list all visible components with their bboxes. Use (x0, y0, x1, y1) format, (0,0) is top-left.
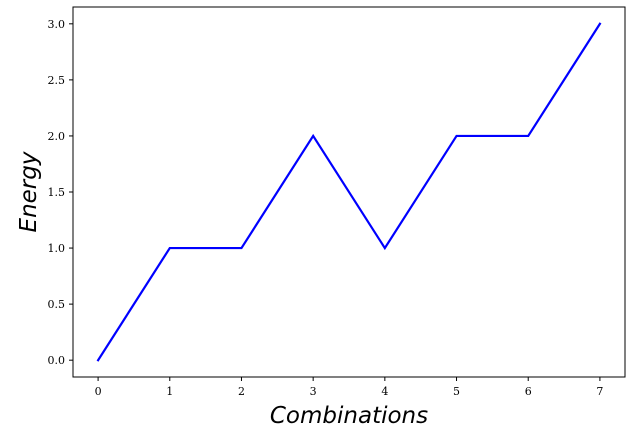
y-tick-label: 2.5 (48, 74, 66, 87)
y-axis-label: Energy (16, 151, 42, 232)
x-tick-label: 0 (95, 385, 102, 398)
x-axis-label: Combinations (270, 403, 428, 429)
series-line-0 (96, 22, 602, 362)
axes: 0 1 2 3 4 5 6 7 0.0 0.5 1.0 1.5 2.0 2.5 3.0 (48, 6, 626, 398)
y-tick-label: 3.0 (48, 18, 66, 31)
x-tick-label: 4 (381, 385, 388, 398)
x-tick-label: 3 (310, 385, 317, 398)
y-tick-label: 1.5 (48, 186, 66, 199)
plot-area (96, 22, 602, 362)
y-tick-label: 0.5 (48, 298, 66, 311)
x-tick-label: 7 (596, 385, 603, 398)
x-tick-label: 2 (238, 385, 245, 398)
y-tick-label: 1.0 (48, 242, 66, 255)
x-tick-label: 5 (453, 385, 460, 398)
y-tick-label: 2.0 (48, 130, 66, 143)
x-tick-label: 6 (525, 385, 532, 398)
x-tick-label: 1 (166, 385, 173, 398)
y-tick-label: 0.0 (48, 354, 66, 367)
